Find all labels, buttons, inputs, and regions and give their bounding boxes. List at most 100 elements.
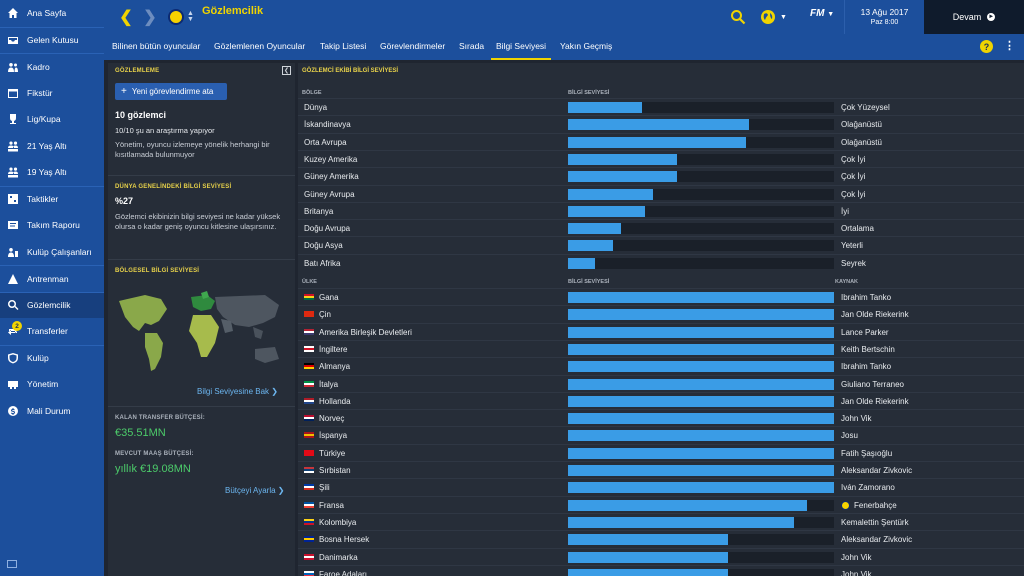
country-row[interactable]: Norveç John Vik <box>298 409 1024 426</box>
region-row[interactable]: Doğu Asya Yeterli <box>298 236 1024 253</box>
chevron-right-icon: ❯ <box>271 387 278 396</box>
country-name-cell: Şili <box>304 483 330 492</box>
sidebar-item-label: Ana Sayfa <box>27 8 67 19</box>
region-row[interactable]: İskandinavya Olağanüstü <box>298 115 1024 132</box>
country-row[interactable]: Danimarka John Vik <box>298 547 1024 565</box>
forward-button[interactable]: ❯ <box>143 9 157 26</box>
knowledge-source-cell: Jan Olde Riekerink <box>841 397 909 406</box>
back-button[interactable]: ❮ <box>119 9 133 26</box>
tab-knowledge-level[interactable]: Bilgi Seviyesi <box>491 34 552 60</box>
country-name: Çin <box>319 310 332 320</box>
knowledge-bar <box>568 309 834 321</box>
region-row[interactable]: Dünya Çok Yüzeysel <box>298 98 1024 115</box>
sidebar-item-club[interactable]: Kulüp <box>0 344 104 372</box>
wage-budget-label: MEVCUT MAAŞ BÜTÇESİ: <box>115 451 194 457</box>
country-row[interactable]: Almanya Ibrahim Tanko <box>298 357 1024 374</box>
date-display[interactable]: 13 Ağu 2017 Paz 8:00 <box>844 0 924 34</box>
sidebar-item-finance[interactable]: Mali Durum <box>0 398 104 425</box>
sidebar-item-report[interactable]: Takım Raporu <box>0 212 104 239</box>
region-name: Güney Avrupa <box>304 189 355 199</box>
country-row[interactable]: Faroe Adaları John Vik <box>298 564 1024 576</box>
sidebar-item-home[interactable]: Ana Sayfa <box>0 0 104 27</box>
country-row[interactable]: Fransa Fenerbahçe <box>298 495 1024 513</box>
tab-all-known-players[interactable]: Bilinen bütün oyuncular <box>112 41 201 51</box>
globe-dropdown-icon[interactable]: ▼ <box>780 13 787 21</box>
knowledge-source: Kemalettin Şentürk <box>841 517 909 527</box>
region-row[interactable]: Doğu Avrupa Ortalama <box>298 219 1024 236</box>
knowledge-source: Giuliano Terraneo <box>841 379 905 389</box>
sidebar-item-tactics[interactable]: Taktikler <box>0 185 104 213</box>
country-row[interactable]: Çin Jan Olde Riekerink <box>298 305 1024 322</box>
fm-menu-button[interactable]: FM ▼ <box>810 8 834 19</box>
help-icon[interactable]: ? <box>980 40 993 53</box>
country-flag-icon <box>304 467 314 473</box>
club-crest-icon[interactable] <box>168 9 184 25</box>
knowledge-source: Ibrahim Tanko <box>841 362 892 372</box>
club-icon <box>6 351 20 365</box>
world-knowledge-map[interactable] <box>115 287 287 377</box>
knowledge-bar <box>568 413 834 425</box>
sidebar-toggle-icon[interactable] <box>7 560 17 568</box>
knowledge-label: Olağanüstü <box>841 137 882 147</box>
sidebar-item-staff[interactable]: Kulüp Çalışanları <box>0 239 104 266</box>
tab-scouted-players[interactable]: Gözlemlenen Oyuncular <box>214 41 306 51</box>
tactics-icon <box>6 192 20 206</box>
sidebar-item-squad[interactable]: Kadro <box>0 53 104 80</box>
knowledge-source: Josu <box>841 431 858 441</box>
adjust-budget-link[interactable]: Bütçeyi Ayarla ❯ <box>225 486 284 495</box>
region-row[interactable]: Batı Afrika Seyrek <box>298 253 1024 271</box>
divider <box>108 175 295 176</box>
tab-queue[interactable]: Sırada <box>459 41 485 51</box>
sidebar-item-label: Taktikler <box>27 194 59 205</box>
globe-icon[interactable] <box>760 9 776 25</box>
tab-shortlist[interactable]: Takip Listesi <box>320 41 367 51</box>
new-assignment-button[interactable]: + Yeni görevlendirme ata <box>115 83 227 100</box>
more-options-icon[interactable]: ⋮ <box>1004 40 1016 52</box>
region-row[interactable]: Kuzey Amerika Çok İyi <box>298 149 1024 167</box>
country-row[interactable]: Sırbistan Aleksandar Zivkovic <box>298 461 1024 478</box>
knowledge-bar-track <box>568 223 834 235</box>
search-icon[interactable] <box>730 9 746 25</box>
new-assignment-label: Yeni görevlendirme ata <box>131 87 214 96</box>
view-knowledge-link[interactable]: Bilgi Seviyesine Bak ❯ <box>197 387 278 396</box>
country-row[interactable]: İtalya Giuliano Terraneo <box>298 374 1024 392</box>
country-row[interactable]: Şili Iván Zamorano <box>298 478 1024 495</box>
club-switch-icon[interactable]: ▲ ▼ <box>187 10 194 23</box>
country-name: Bosna Hersek <box>319 535 370 545</box>
knowledge-source-cell: John Vik <box>841 553 872 562</box>
knowledge-label: Çok İyi <box>841 154 866 164</box>
region-row[interactable]: Güney Amerika Çok İyi <box>298 167 1024 184</box>
country-row[interactable]: Kolombiya Kemalettin Şentürk <box>298 512 1024 530</box>
country-row[interactable]: İngiltere Keith Bertschin <box>298 339 1024 357</box>
collapse-panel-icon[interactable]: ❮ <box>282 66 291 75</box>
knowledge-source: Aleksandar Zivkovic <box>841 466 913 475</box>
sidebar-item-transfer[interactable]: Transferler 2 <box>0 318 104 345</box>
continue-button[interactable]: Devam ► <box>924 0 1024 34</box>
sidebar-item-u19[interactable]: 19 Yaş Altı <box>0 159 104 186</box>
knowledge-source: Keith Bertschin <box>841 344 895 354</box>
country-row[interactable]: Gana Ibrahim Tanko <box>298 288 1024 305</box>
knowledge-bar <box>568 223 622 235</box>
region-row[interactable]: Güney Avrupa Çok İyi <box>298 184 1024 202</box>
knowledge-bar-track <box>568 188 834 200</box>
country-row[interactable]: Bosna Hersek Aleksandar Zivkovic <box>298 530 1024 547</box>
sidebar-item-label: Takım Raporu <box>27 220 80 231</box>
country-row[interactable]: İspanya Josu <box>298 426 1024 443</box>
sidebar-item-board[interactable]: Yönetim <box>0 371 104 398</box>
country-row[interactable]: Türkiye Fatih Şaşıoğlu <box>298 443 1024 461</box>
sidebar-item-search[interactable]: Gözlemcilik <box>0 291 104 318</box>
sidebar-item-inbox[interactable]: Gelen Kutusu <box>0 26 104 54</box>
country-name-cell: Çin <box>304 310 331 319</box>
view-knowledge-label: Bilgi Seviyesine Bak <box>197 387 270 396</box>
tab-assignments[interactable]: Görevlendirmeler <box>380 41 446 51</box>
region-row[interactable]: Britanya İyi <box>298 201 1024 219</box>
country-row[interactable]: Amerika Birleşik Devletleri Lance Parker <box>298 322 1024 340</box>
sidebar-item-training[interactable]: Antrenman <box>0 265 104 292</box>
region-row[interactable]: Orta Avrupa Olağanüstü <box>298 132 1024 150</box>
sidebar-item-u21[interactable]: 21 Yaş Altı <box>0 133 104 160</box>
sidebar-item-trophy[interactable]: Lig/Kupa <box>0 106 104 133</box>
country-name-cell: İspanya <box>304 431 347 440</box>
tab-recent-history[interactable]: Yakın Geçmiş <box>560 41 613 51</box>
country-row[interactable]: Hollanda Jan Olde Riekerink <box>298 391 1024 409</box>
sidebar-item-calendar[interactable]: Fikstür <box>0 80 104 107</box>
